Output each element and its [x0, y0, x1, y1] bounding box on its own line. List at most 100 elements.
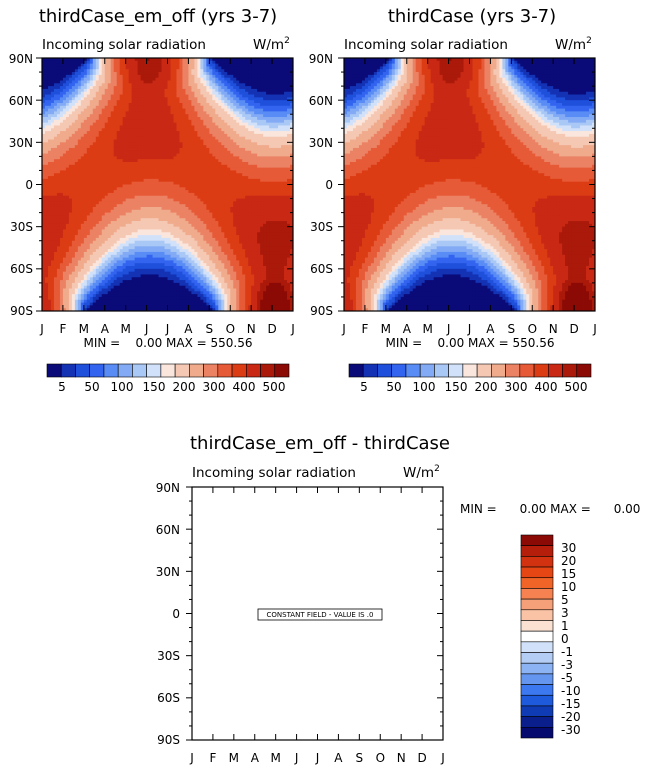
field-cell: [236, 192, 240, 197]
field-cell: [182, 105, 186, 109]
field-cell: [155, 88, 159, 93]
field-cell: [53, 105, 58, 109]
field-cell: [80, 195, 85, 199]
field-cell: [110, 187, 115, 191]
field-cell: [131, 145, 136, 149]
field-cell: [59, 181, 64, 185]
field-cell: [74, 209, 79, 214]
field-cell: [158, 153, 162, 157]
field-cell: [77, 117, 82, 121]
field-cell: [173, 97, 177, 101]
field-cell: [42, 94, 46, 98]
field-cell: [71, 88, 76, 93]
field-cell: [125, 153, 130, 157]
field-cell: [149, 204, 153, 208]
field-cell: [272, 105, 276, 109]
field-cell: [59, 209, 64, 214]
field-cell: [173, 72, 177, 76]
field-cell: [104, 58, 109, 62]
field-cell: [53, 147, 58, 152]
field-cell: [245, 80, 249, 84]
field-cell: [140, 119, 144, 124]
field-cell: [290, 60, 294, 65]
field-cell: [188, 170, 192, 174]
field-cell: [230, 142, 234, 146]
field-cell: [269, 192, 273, 197]
field-cell: [230, 153, 234, 157]
field-cell: [179, 131, 183, 135]
field-cell: [179, 156, 183, 160]
field-cell: [206, 167, 210, 171]
field-cell: [233, 100, 237, 104]
field-cell: [215, 128, 219, 132]
field-cell: [275, 187, 279, 191]
field-cell: [53, 94, 58, 98]
field-cell: [209, 83, 213, 87]
field-cell: [131, 218, 136, 222]
field-cell: [281, 156, 285, 160]
field-cell: [42, 184, 46, 188]
field-cell: [146, 83, 150, 87]
field-cell: [44, 72, 49, 76]
field-cell: [104, 156, 109, 160]
field-cell: [158, 100, 162, 104]
field-cell: [233, 122, 237, 126]
field-cell: [158, 91, 162, 95]
field-cell: [56, 122, 61, 126]
field-cell: [200, 91, 204, 95]
field-cell: [86, 201, 91, 205]
field-cell: [173, 150, 177, 154]
field-cell: [272, 111, 276, 115]
field-cell: [42, 159, 46, 163]
field-cell: [245, 91, 249, 95]
field-cell: [80, 198, 85, 202]
field-cell: [266, 142, 270, 146]
field-cell: [161, 139, 165, 143]
field-cell: [290, 58, 294, 62]
field-cell: [62, 170, 67, 174]
field-cell: [149, 190, 153, 194]
field-cell: [92, 184, 97, 188]
field-cell: [116, 125, 121, 129]
field-cell: [89, 72, 94, 76]
field-cell: [50, 105, 55, 109]
field-cell: [164, 105, 168, 109]
field-cell: [110, 192, 115, 197]
field-cell: [167, 91, 171, 95]
field-cell: [248, 133, 252, 138]
field-cell: [254, 131, 258, 135]
field-cell: [188, 111, 192, 115]
field-cell: [50, 142, 55, 146]
field-cell: [284, 66, 288, 70]
field-cell: [146, 136, 150, 140]
field-cell: [134, 195, 139, 199]
field-cell: [113, 108, 118, 112]
field-cell: [152, 164, 156, 169]
field-cell: [125, 204, 130, 208]
field-cell: [53, 215, 58, 219]
field-cell: [68, 173, 73, 177]
field-cell: [161, 150, 165, 154]
field-cell: [50, 69, 55, 73]
field-cell: [233, 58, 237, 62]
field-cell: [89, 102, 94, 107]
field-cell: [176, 145, 180, 149]
field-cell: [197, 187, 201, 191]
field-cell: [290, 170, 294, 174]
field-cell: [71, 221, 76, 225]
field-cell: [197, 150, 201, 154]
field-cell: [209, 60, 213, 65]
field-cell: [50, 190, 55, 194]
field-cell: [263, 69, 267, 73]
field-cell: [233, 181, 237, 185]
field-cell: [242, 190, 246, 194]
field-cell: [257, 105, 261, 109]
field-cell: [50, 218, 55, 222]
field-cell: [50, 184, 55, 188]
field-cell: [215, 159, 219, 163]
field-cell: [272, 162, 276, 166]
field-cell: [257, 97, 261, 101]
field-cell: [206, 128, 210, 132]
field-cell: [212, 164, 216, 169]
